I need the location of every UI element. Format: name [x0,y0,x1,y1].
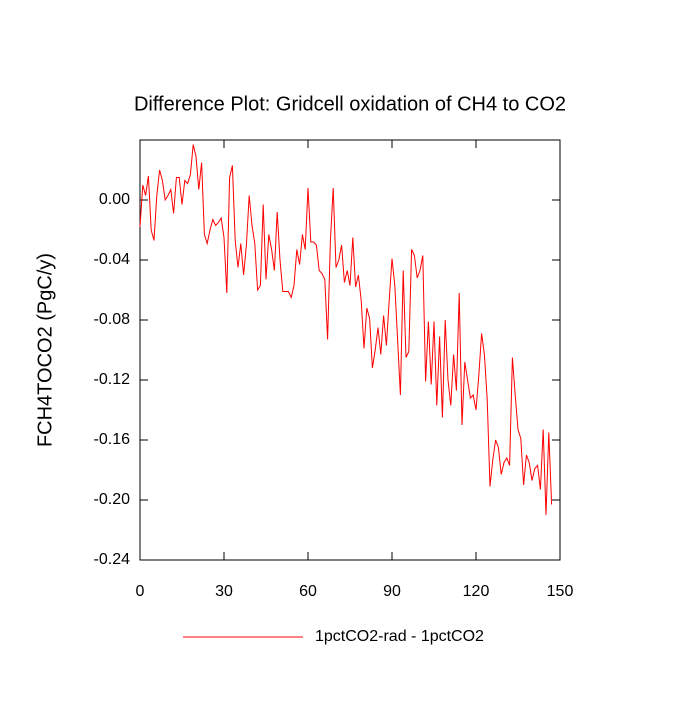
y-tick-label: 0.00 [99,191,130,208]
x-tick-label: 60 [299,583,317,600]
x-tick-label: 150 [547,583,574,600]
plot-frame [139,139,561,561]
x-tick-label: 30 [215,583,233,600]
y-axis-label: FCH4TOCO2 (PgC/y) [34,253,56,447]
chart-title: Difference Plot: Gridcell oxidation of C… [134,93,566,115]
y-tick-label: -0.24 [94,551,131,568]
y-tick-label: -0.04 [94,251,131,268]
x-tick-label: 90 [383,583,401,600]
y-tick-label: -0.12 [94,371,131,388]
y-tick-label: -0.20 [94,491,131,508]
y-tick-label: -0.16 [94,431,131,448]
x-tick-label: 120 [463,583,490,600]
data-line [139,144,553,516]
legend-label: 1pctCO2-rad - 1pctCO2 [315,628,484,645]
x-tick-label: 0 [136,583,145,600]
y-tick-label: -0.08 [94,311,131,328]
